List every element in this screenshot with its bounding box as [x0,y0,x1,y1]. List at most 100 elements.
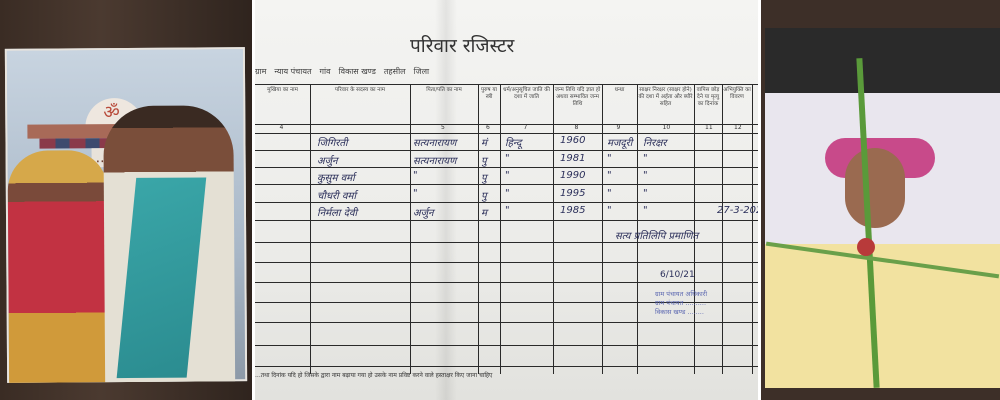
jila-label: जिला [413,67,430,76]
nyay-panchayat-label: न्याय पंचायत [274,67,312,76]
column-number: 7 [523,124,528,131]
woman-figure [7,150,110,383]
column-header: जन्म तिथि यदि ज्ञात हो अथवा सम्भावित जन्… [554,87,601,107]
stamp-line: ग्राम पंचायत .......... [655,299,707,307]
footer-note: ...तथा दिनांक यदि हो जिसके द्वारा नाम बढ… [255,372,493,379]
column-line [478,84,479,374]
cell-name: जिगिरती [317,138,348,149]
cell-dob: 1981 [560,152,586,164]
column-header: साक्षर निरक्षर (साक्षर होने) की दशा में … [638,87,693,107]
cell-father: सत्यनारायण [413,138,457,149]
cell-occupation: मजदूरी [607,138,633,149]
gaon-label: गांव [319,67,331,76]
cell-dob: 1995 [560,187,586,199]
stamp-line: ग्राम पंचायत अधिकारी [655,290,708,298]
table-row: जिगिरती सत्यनारायण मं हिन्दू 1960 मजदूरी निरक्… [255,134,758,151]
cell-occupation: " [607,170,612,181]
row-line [255,282,758,283]
cell-occupation: " [607,152,612,164]
row-line [255,242,758,243]
cell-sex: पु [481,173,487,184]
cell-name: कुसुम वर्मा [317,173,355,184]
column-header: पुरुष या स्त्री [481,87,497,100]
row-line [255,84,758,85]
column-number: 12 [734,124,742,131]
table-row: चौधरी वर्मा " पु " 1995 " " [255,187,758,204]
tehsil-label: तहसील [383,67,406,76]
cell-literacy: निरक्षर [643,138,667,149]
cell-father: " [413,187,418,199]
cell-father: सत्यनारायण [413,155,457,167]
column-header: परिवार के सदस्य का नाम [334,87,386,93]
row-line [255,345,758,346]
cell-name: निर्मला देवी [317,208,358,219]
column-number: 11 [705,124,713,131]
column-header: पिता/पति का नाम [426,87,462,93]
column-header: धर्म/अनुसूचित जाति की दशा में जाति [503,87,550,100]
row-line [255,124,758,125]
signature-date: 6/10/21 [660,270,695,280]
red-flower [857,238,875,256]
row-line [255,133,758,134]
column-line [553,84,554,374]
table-row: निर्मला देवी अर्जुन म " 1985 " " 27-3-2020 [255,204,758,221]
certification-note: सत्य प्रतिलिपि प्रमाणित [615,231,699,242]
paper-fold [435,0,457,400]
column-line [752,84,753,374]
table-row: अर्जुन सत्यनारायण पु " 1981 " " [255,152,758,169]
row-line [255,322,758,323]
row-line [255,262,758,263]
funeral-photo [765,28,1000,388]
row-line [255,366,758,367]
column-header: अभियुक्ति का विवरण [723,87,751,100]
official-stamp: ग्राम पंचायत अधिकारी ग्राम पंचायत ......… [655,290,707,317]
cell-religion: " [505,187,510,199]
column-header: मुखिया का नाम [267,87,298,93]
couple-photo-panel: ॐ ...प माता [0,0,252,400]
cell-literacy: " [643,152,648,164]
cell-religion: " [505,152,510,164]
cell-religion: " [505,170,510,181]
cell-literacy: " [643,187,648,199]
cell-occupation: " [607,187,612,199]
column-number: 10 [662,124,671,131]
cell-dob: 1985 [560,205,586,216]
row-line [255,202,758,203]
cell-literacy: " [643,170,648,181]
column-number: 6 [486,124,490,131]
column-line [637,84,638,374]
row-line [255,167,758,168]
column-number: 9 [616,124,621,131]
cell-dob: 1960 [560,135,586,146]
cell-occupation: " [607,205,612,216]
cell-sex: म [481,208,487,219]
cell-religion: हिन्दू [505,138,522,149]
cell-left-date: 27-3-2020 [717,205,758,216]
column-header: धन्धा [614,87,625,93]
row-line [255,150,758,151]
column-number: 8 [574,124,579,131]
cell-sex: पु [481,155,487,167]
column-line [500,84,501,374]
document-meta-line: ग्राम न्याय पंचायत गांव विकास खण्ड तहसील… [255,66,758,77]
column-header: वापिस छोड़ देने या मृत्यु का दिनांक [696,87,720,107]
cell-sex: मं [481,138,487,149]
column-line [410,84,411,374]
cell-religion: " [505,205,510,216]
cell-literacy: " [643,205,648,216]
column-line [602,84,603,374]
document-title: परिवार रजिस्टर [410,35,515,57]
column-line [310,84,311,374]
family-register-document: परिवार रजिस्टर ग्राम न्याय पंचायत गांव व… [255,0,758,400]
vikas-khand-label: विकास खण्ड [338,67,376,76]
couple-photo: ॐ ...प माता [4,47,248,383]
row-line [255,302,758,303]
column-line [694,84,695,374]
row-line [255,220,758,221]
cell-name: चौधरी वर्मा [317,190,357,202]
stamp-line: विकास खण्ड ........ [655,308,704,316]
cell-father: " [413,170,418,181]
column-line [722,84,723,374]
table-row: कुसुम वर्मा " पु " 1990 " " [255,169,758,186]
funeral-photo-panel [761,0,1000,400]
